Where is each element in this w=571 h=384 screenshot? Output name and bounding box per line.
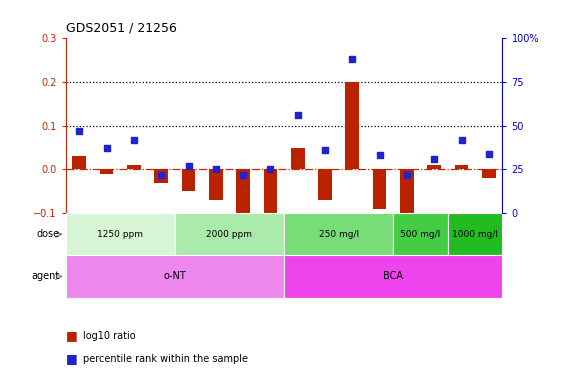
Bar: [236, 169, 250, 222]
Text: GSM105781: GSM105781: [457, 216, 466, 262]
Text: 1000 mg/l: 1000 mg/l: [452, 230, 498, 239]
Text: 500 mg/l: 500 mg/l: [400, 230, 441, 239]
Text: GSM105787: GSM105787: [184, 216, 193, 262]
Point: [375, 152, 384, 159]
Bar: [127, 165, 140, 169]
Text: percentile rank within the sample: percentile rank within the sample: [83, 354, 248, 364]
Text: GSM105775: GSM105775: [293, 216, 302, 262]
Text: ■: ■: [66, 353, 78, 366]
Text: GSM105777: GSM105777: [348, 216, 357, 262]
Bar: [482, 169, 496, 178]
Text: GSM105780: GSM105780: [430, 216, 439, 262]
Text: GSM105788: GSM105788: [211, 216, 220, 262]
Text: GSM105784: GSM105784: [102, 216, 111, 262]
Text: GSM105785: GSM105785: [130, 216, 138, 262]
Bar: [182, 169, 195, 191]
Point: [457, 137, 466, 143]
Bar: [154, 169, 168, 182]
Bar: [428, 165, 441, 169]
Point: [102, 146, 111, 152]
Bar: [66, 213, 175, 255]
Point: [348, 56, 357, 63]
Text: GDS2051 / 21256: GDS2051 / 21256: [66, 22, 176, 35]
Bar: [448, 213, 502, 255]
Point: [429, 156, 439, 162]
Bar: [73, 156, 86, 169]
Text: GSM105783: GSM105783: [75, 216, 84, 262]
Text: dose: dose: [37, 229, 60, 239]
Point: [320, 147, 329, 153]
Point: [130, 137, 139, 143]
Text: GSM105778: GSM105778: [375, 216, 384, 262]
Text: GSM105790: GSM105790: [266, 216, 275, 262]
Point: [75, 128, 84, 134]
Point: [484, 151, 493, 157]
Bar: [291, 147, 304, 169]
Text: agent: agent: [32, 271, 60, 281]
Bar: [284, 213, 393, 255]
Text: o-NT: o-NT: [163, 271, 186, 281]
Text: GSM105786: GSM105786: [156, 216, 166, 262]
Text: GSM105779: GSM105779: [403, 216, 412, 262]
Bar: [209, 169, 223, 200]
Text: 2000 ppm: 2000 ppm: [207, 230, 252, 239]
Text: 1250 ppm: 1250 ppm: [97, 230, 143, 239]
Bar: [400, 169, 414, 215]
Point: [211, 166, 220, 172]
Text: GSM105789: GSM105789: [239, 216, 248, 262]
Point: [239, 172, 248, 178]
Point: [156, 172, 166, 178]
Bar: [373, 169, 387, 209]
Bar: [66, 255, 284, 298]
Bar: [455, 165, 468, 169]
Point: [266, 166, 275, 172]
Point: [184, 163, 193, 169]
Bar: [345, 82, 359, 169]
Point: [293, 112, 302, 118]
Text: GSM105782: GSM105782: [484, 216, 493, 262]
Bar: [175, 213, 284, 255]
Bar: [393, 213, 448, 255]
Text: GSM105776: GSM105776: [320, 216, 329, 262]
Text: log10 ratio: log10 ratio: [83, 331, 135, 341]
Bar: [264, 169, 278, 220]
Point: [403, 172, 412, 178]
Bar: [284, 255, 502, 298]
Text: ■: ■: [66, 329, 78, 343]
Bar: [100, 169, 114, 174]
Text: BCA: BCA: [383, 271, 403, 281]
Bar: [318, 169, 332, 200]
Text: 250 mg/l: 250 mg/l: [319, 230, 359, 239]
